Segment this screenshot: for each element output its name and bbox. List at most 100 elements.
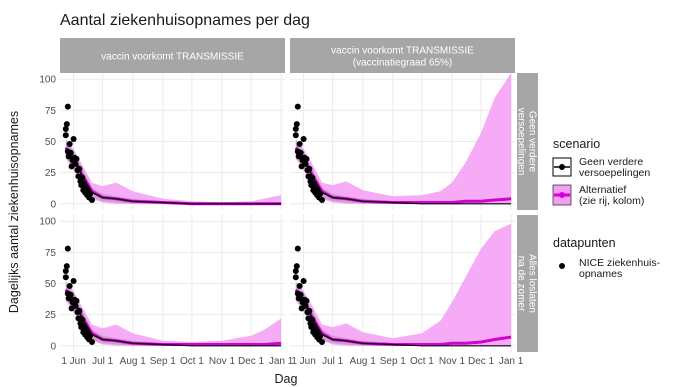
data-point	[87, 190, 94, 197]
data-point	[303, 155, 310, 162]
data-point	[292, 268, 299, 274]
y-tick-label: 75	[45, 106, 57, 117]
legend: scenario Geen verdere versoepelingen Altern…	[552, 137, 661, 280]
facet-panel: 0 25 50 75 100	[39, 73, 285, 210]
x-tick-label: Jul 1	[322, 356, 344, 367]
legend-label: Alternatief (zie rij, kolom)	[579, 184, 644, 207]
data-point	[319, 197, 325, 203]
row-strip: Geen verdereversoepelingen	[516, 73, 538, 210]
data-point	[62, 132, 69, 139]
data-point	[319, 339, 325, 345]
x-tick-label: Aug 1	[120, 356, 147, 367]
row-strip: Alles loslatenna de zomer	[516, 215, 538, 352]
baseline-line	[295, 290, 512, 347]
column-strip: vaccin voorkomt TRANSMISSIE (vaccinatiegr…	[290, 38, 515, 73]
data-point	[300, 136, 307, 142]
chart-title: Aantal ziekenhuisopnames per dag	[60, 12, 310, 29]
data-point	[309, 316, 316, 323]
x-tick-label: Jan 1	[499, 356, 524, 367]
x-tick-label: 1 Jun	[291, 356, 315, 367]
y-axis-label: Dagelijks aantal ziekenhuisopnames	[7, 111, 21, 313]
data-point	[72, 302, 79, 309]
column-strip: vaccin voorkomt TRANSMISSIE	[60, 38, 285, 73]
column-strip-label: vaccin voorkomt TRANSMISSIE	[101, 52, 244, 63]
data-point	[62, 126, 69, 132]
y-tick-label: 25	[45, 168, 57, 179]
row-strip-bg	[517, 73, 538, 210]
data-point	[317, 332, 324, 339]
data-point	[89, 197, 95, 203]
baseline-line	[65, 290, 282, 347]
y-tick-label: 50	[45, 137, 57, 148]
alternative-band	[295, 223, 512, 346]
x-tick-label: Dec 1	[238, 356, 265, 367]
row-strip-label: Alles loslatenna de zomer	[516, 254, 538, 313]
data-point	[294, 245, 301, 252]
data-point	[66, 141, 73, 147]
data-point	[76, 165, 83, 172]
y-tick-label: 50	[45, 279, 57, 290]
x-tick-label: Sep 1	[380, 356, 407, 367]
data-point	[292, 132, 299, 139]
legend-title-scenario: scenario	[553, 137, 600, 151]
data-point	[317, 190, 324, 197]
column-strip-bg	[290, 38, 515, 73]
legend-item-alternative: Alternatief (zie rij, kolom)	[552, 184, 644, 207]
data-point	[297, 291, 304, 298]
baseline-line	[295, 148, 512, 205]
data-point	[62, 274, 69, 281]
x-tick-label: 1 Jun	[61, 356, 85, 367]
legend-key-point	[559, 164, 565, 170]
data-point	[72, 160, 79, 167]
y-tick-label: 100	[39, 75, 56, 86]
y-tick-label: 0	[50, 341, 56, 352]
x-tick-label: Nov 1	[439, 356, 466, 367]
data-point	[62, 268, 69, 274]
data-point	[302, 302, 309, 309]
facet-panel	[290, 73, 515, 210]
data-point	[294, 103, 301, 110]
row-strip-label: Geen verdereversoepelingen	[516, 108, 538, 176]
facet-panel: 1 Jun Jul 1 Aug 1 Sep 1 Oct 1 Nov 1 Dec 1 Jan 1	[290, 215, 524, 367]
facet-panels: vaccin voorkomt TRANSMISSIE vaccin voorko…	[39, 38, 538, 367]
y-tick-label: 100	[39, 217, 56, 228]
data-point	[302, 160, 309, 167]
x-tick-label: Oct 1	[180, 356, 204, 367]
y-tick-label: 25	[45, 310, 57, 321]
data-point	[296, 283, 303, 289]
data-point	[66, 283, 73, 289]
x-tick-label: Sep 1	[150, 356, 177, 367]
data-point	[300, 278, 307, 284]
data-point	[292, 274, 299, 281]
y-tick-label: 75	[45, 248, 57, 259]
y-tick-label: 0	[50, 199, 56, 210]
column-strip-bg	[60, 38, 285, 73]
data-point	[70, 136, 77, 142]
data-point	[67, 291, 74, 298]
data-point	[64, 245, 71, 252]
baseline-line	[65, 148, 282, 205]
data-point	[296, 141, 303, 147]
legend-key-point	[559, 192, 565, 198]
data-point	[79, 316, 86, 323]
legend-item-baseline: Geen verdere versoepelingen	[552, 156, 650, 179]
x-tick-label: Aug 1	[350, 356, 377, 367]
row-strip-bg	[517, 215, 538, 352]
legend-label: NICE ziekenhuis-opnames	[579, 257, 661, 280]
data-point	[73, 297, 80, 304]
facet-panel: 0 25 50 75 100 1 Jun Jul 1 Aug 1 Sep 1 Oct 1 Nov 1…	[39, 215, 294, 367]
x-tick-label: Jan 1	[269, 356, 294, 367]
data-point	[303, 297, 310, 304]
data-point	[89, 339, 95, 345]
legend-label: Geen verdere versoepelingen	[579, 156, 650, 179]
data-point	[309, 174, 316, 181]
data-point	[76, 307, 83, 314]
x-tick-label: Jul 1	[92, 356, 114, 367]
x-axis-label: Dag	[275, 372, 298, 386]
legend-title-points: datapunten	[553, 236, 616, 250]
data-point	[63, 121, 70, 128]
data-point	[73, 155, 80, 162]
data-point	[293, 263, 300, 270]
data-point	[306, 307, 313, 314]
